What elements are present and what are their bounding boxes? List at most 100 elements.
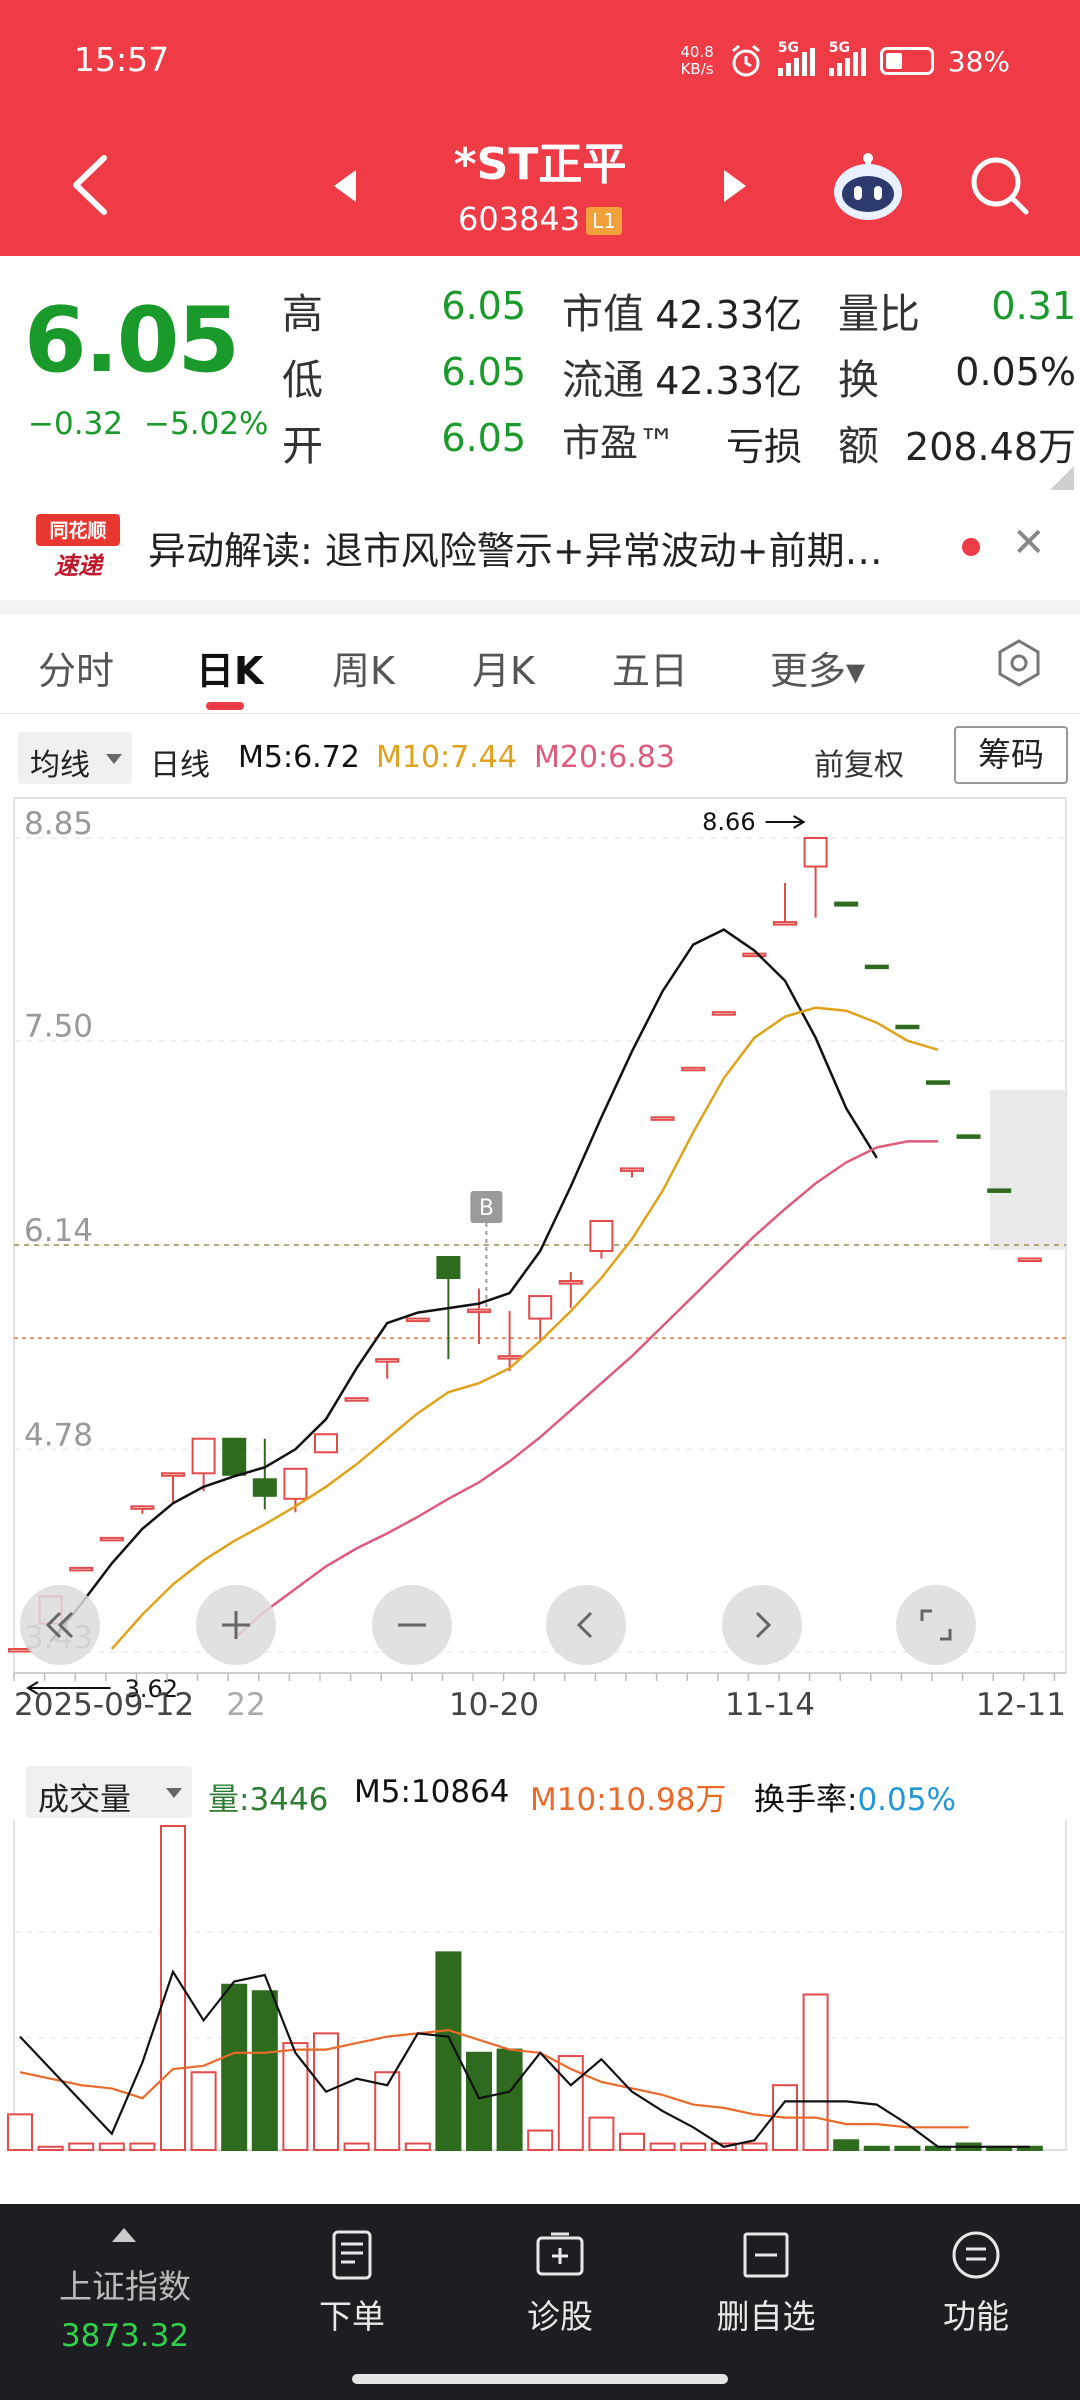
vol-ratio-value: 0.31 — [991, 284, 1076, 328]
kline-chart[interactable]: B 8.857.506.144.783.438.663.622025-09-12… — [0, 790, 1080, 1760]
volume-ma10-line — [19, 2028, 969, 2129]
chip-distribution-button[interactable]: 筹码 — [954, 726, 1068, 784]
b-marker — [470, 1191, 503, 1223]
volume-bar-up — [527, 2129, 554, 2151]
candle-up — [589, 1219, 614, 1253]
x-tick-label: 11-14 — [725, 1687, 815, 1723]
volume-bar-up — [588, 2116, 615, 2152]
volume-bar-down — [863, 2145, 890, 2152]
alert-text[interactable]: 异动解读: 退市风险警示+异常波动+前期… — [148, 529, 883, 573]
tab-daily-k[interactable]: 日K — [196, 649, 264, 693]
volume-chart[interactable] — [0, 1820, 1080, 2160]
volume-bar-up — [282, 2042, 309, 2151]
quote-panel: 6.05 −0.32 −5.02% 高 6.05 低 6.05 开 6.05 市… — [0, 256, 1080, 496]
logo-line2: 速递 — [54, 552, 105, 580]
signal-icon: 5G — [777, 40, 815, 76]
volume-bar-down — [894, 2145, 921, 2152]
volume-bar-up — [313, 2032, 339, 2151]
volume-bar-up — [404, 2142, 431, 2151]
turnover-value: 0.05% — [955, 350, 1076, 394]
volume-ma10: M10:10.98万 — [530, 1782, 727, 1818]
tab-intraday[interactable]: 分时 — [38, 649, 115, 693]
volume-bar-down — [221, 1983, 248, 2151]
y-tick-label: 8.85 — [24, 806, 93, 842]
adjust-mode[interactable]: 前复权 — [814, 748, 904, 783]
candle-up — [620, 1167, 644, 1172]
expand-corner-icon[interactable] — [1050, 466, 1074, 490]
volume-bar-up — [129, 2142, 156, 2151]
zoom-out-button[interactable] — [372, 1585, 452, 1665]
battery-icon — [879, 47, 934, 75]
stock-code-row: 603843 L1 — [0, 200, 1080, 238]
volume-bar-up — [802, 1993, 829, 2151]
nav-remove-watchlist[interactable]: 删自选 — [676, 2228, 856, 2338]
net-speed: 40.8 KB/s — [680, 43, 714, 78]
candle-up — [405, 1317, 430, 1323]
ma20-line — [233, 1140, 938, 1640]
logo-line1: 同花顺 — [49, 519, 106, 542]
ma10-line — [110, 1006, 939, 1650]
next-triangle-icon[interactable] — [720, 166, 750, 206]
bottom-nav: 上证指数 3873.32 下单 诊股 删自选 功能 — [0, 2204, 1080, 2400]
menu-circle-icon — [952, 2231, 1000, 2279]
candle-up — [711, 1011, 736, 1016]
tab-five-day[interactable]: 五日 — [612, 649, 689, 693]
volume-bar-up — [37, 2145, 64, 2152]
nav-functions[interactable]: 功能 — [886, 2228, 1066, 2338]
candle-up — [681, 1066, 706, 1072]
search-icon[interactable] — [968, 154, 1032, 218]
fullscreen-button[interactable] — [896, 1585, 976, 1665]
amount-value: 208.48万 — [905, 425, 1076, 469]
zoom-in-button[interactable] — [196, 1585, 276, 1665]
candle-up — [283, 1467, 308, 1500]
high-value: 6.05 — [441, 284, 526, 328]
x-tick-label: 12-11 — [976, 1687, 1066, 1723]
volume-bar-down — [833, 2139, 860, 2151]
volume-ma-lines — [19, 1969, 1030, 2148]
float-cap-value: 42.33亿 — [655, 359, 802, 403]
candle-up — [1017, 1257, 1042, 1263]
volume-bar-up — [190, 2071, 217, 2152]
plot-frame — [13, 797, 1067, 1674]
candle-up — [130, 1505, 155, 1510]
volume-bar-up — [160, 1825, 186, 2151]
price-change-pct: −5.02% — [144, 406, 269, 442]
nav-order[interactable]: 下单 — [262, 2228, 442, 2338]
volume-dropdown[interactable]: 成交量 — [26, 1766, 192, 1818]
candle-up — [375, 1358, 400, 1363]
candle-down — [926, 1080, 950, 1085]
x-tick-label: 10-20 — [449, 1687, 539, 1723]
ma-legend-row: 均线 日线 M5:6.72 M10:7.44 M20:6.83 前复权 筹码 — [0, 720, 1080, 800]
candle-up — [344, 1397, 369, 1402]
amount-label: 额 — [838, 422, 879, 470]
candle-down — [834, 901, 859, 907]
indicator-dropdown[interactable]: 均线 — [18, 732, 132, 784]
alert-banner[interactable]: 同花顺 速递 异动解读: 退市风险警示+异常波动+前期… ✕ — [0, 490, 1080, 600]
fullscreen-icon — [920, 1609, 952, 1641]
pan-right-button[interactable] — [722, 1585, 802, 1665]
close-icon[interactable]: ✕ — [1012, 520, 1046, 566]
back-icon[interactable] — [62, 150, 122, 220]
volume-bar-up — [68, 2142, 95, 2151]
battery-level: 38% — [947, 44, 1010, 78]
tab-weekly-k[interactable]: 周K — [332, 649, 395, 693]
x-tick-label: 2025-09-12 — [14, 1687, 194, 1723]
volume-bar-up — [741, 2142, 768, 2151]
robot-assistant-icon[interactable] — [830, 150, 906, 224]
min-arrow — [26, 1681, 111, 1695]
tab-more[interactable]: 更多▾ — [770, 649, 866, 693]
active-tab-indicator — [206, 702, 244, 710]
nav-diagnose[interactable]: 诊股 — [470, 2228, 650, 2338]
open-value: 6.05 — [441, 416, 526, 460]
double-left-icon[interactable] — [20, 1585, 100, 1665]
stock-name: *ST正平 — [453, 139, 627, 190]
prev-triangle-icon[interactable] — [330, 166, 360, 206]
candle-up — [99, 1536, 124, 1542]
settings-hexagon-icon[interactable] — [994, 638, 1044, 688]
pan-left-button[interactable] — [546, 1585, 626, 1665]
x-tick-label: 22 — [226, 1687, 265, 1723]
volume-ma5: M5:10864 — [354, 1774, 510, 1810]
volume-bar-up — [649, 2142, 676, 2151]
tab-monthly-k[interactable]: 月K — [472, 649, 535, 693]
candle-down — [956, 1134, 981, 1139]
